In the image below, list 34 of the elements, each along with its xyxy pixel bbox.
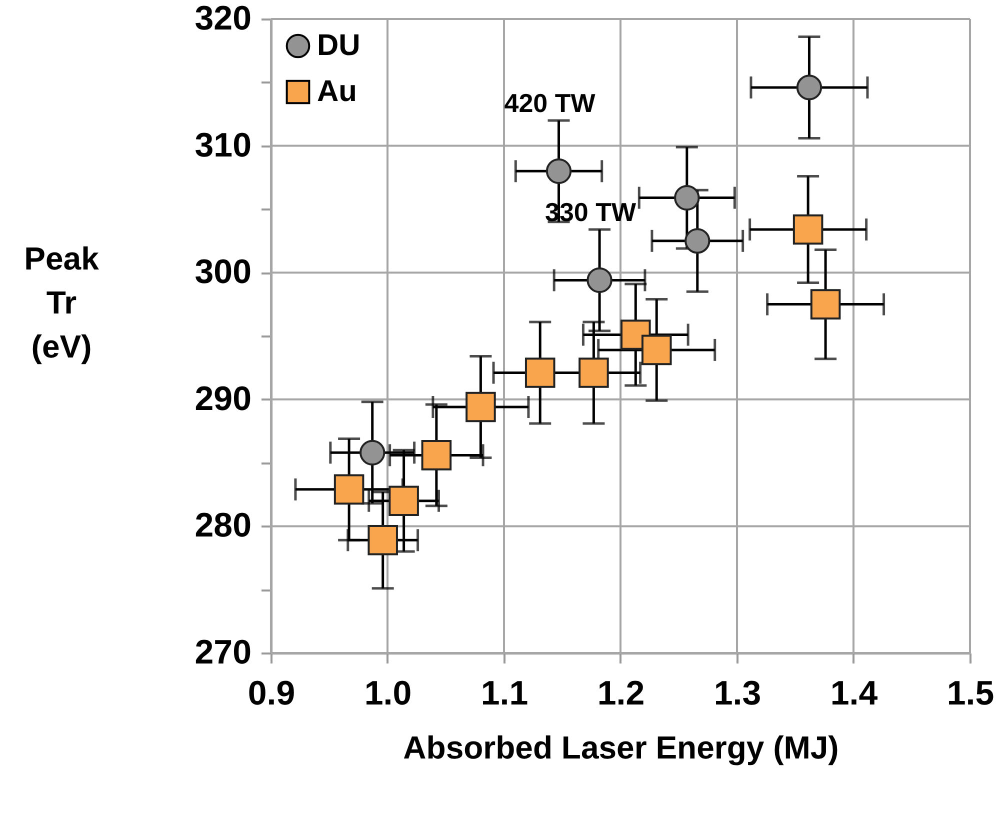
point bbox=[792, 214, 824, 245]
point bbox=[368, 525, 398, 556]
x-tick-label: 1.4 bbox=[830, 674, 878, 712]
y-tick-label: 310 bbox=[194, 126, 252, 164]
point bbox=[674, 184, 700, 211]
point bbox=[810, 289, 841, 320]
y-tick-label: 270 bbox=[194, 634, 252, 672]
x-tick-label: 1.2 bbox=[597, 674, 645, 712]
annotation: 420 TW bbox=[504, 88, 596, 118]
point bbox=[546, 158, 572, 184]
x-tick-label: 1.3 bbox=[714, 674, 762, 712]
point bbox=[641, 334, 672, 366]
y-tick-label: 280 bbox=[194, 506, 252, 545]
legend-label: DU bbox=[317, 29, 360, 62]
y-axis-title: Peak Tr (eV) bbox=[24, 240, 100, 364]
y-tick-label: 290 bbox=[194, 380, 252, 418]
point bbox=[421, 440, 452, 470]
point bbox=[796, 74, 822, 100]
point bbox=[524, 358, 556, 388]
x-tick-label: 1.1 bbox=[480, 674, 528, 712]
x-tick-label: 1.5 bbox=[946, 674, 994, 712]
y-tick-label: 300 bbox=[194, 253, 252, 292]
legend-label: Au bbox=[317, 75, 357, 108]
x-axis-title: Absorbed Laser Energy (MJ) bbox=[403, 730, 839, 766]
point bbox=[684, 228, 710, 254]
x-tick-label: 1.0 bbox=[364, 674, 412, 712]
point bbox=[388, 486, 419, 516]
y-tick-label: 320 bbox=[194, 0, 252, 38]
point bbox=[466, 392, 496, 422]
point bbox=[360, 440, 386, 466]
point bbox=[586, 267, 612, 294]
point bbox=[578, 358, 609, 388]
point bbox=[334, 474, 364, 505]
x-tick-label: 0.9 bbox=[248, 674, 296, 712]
